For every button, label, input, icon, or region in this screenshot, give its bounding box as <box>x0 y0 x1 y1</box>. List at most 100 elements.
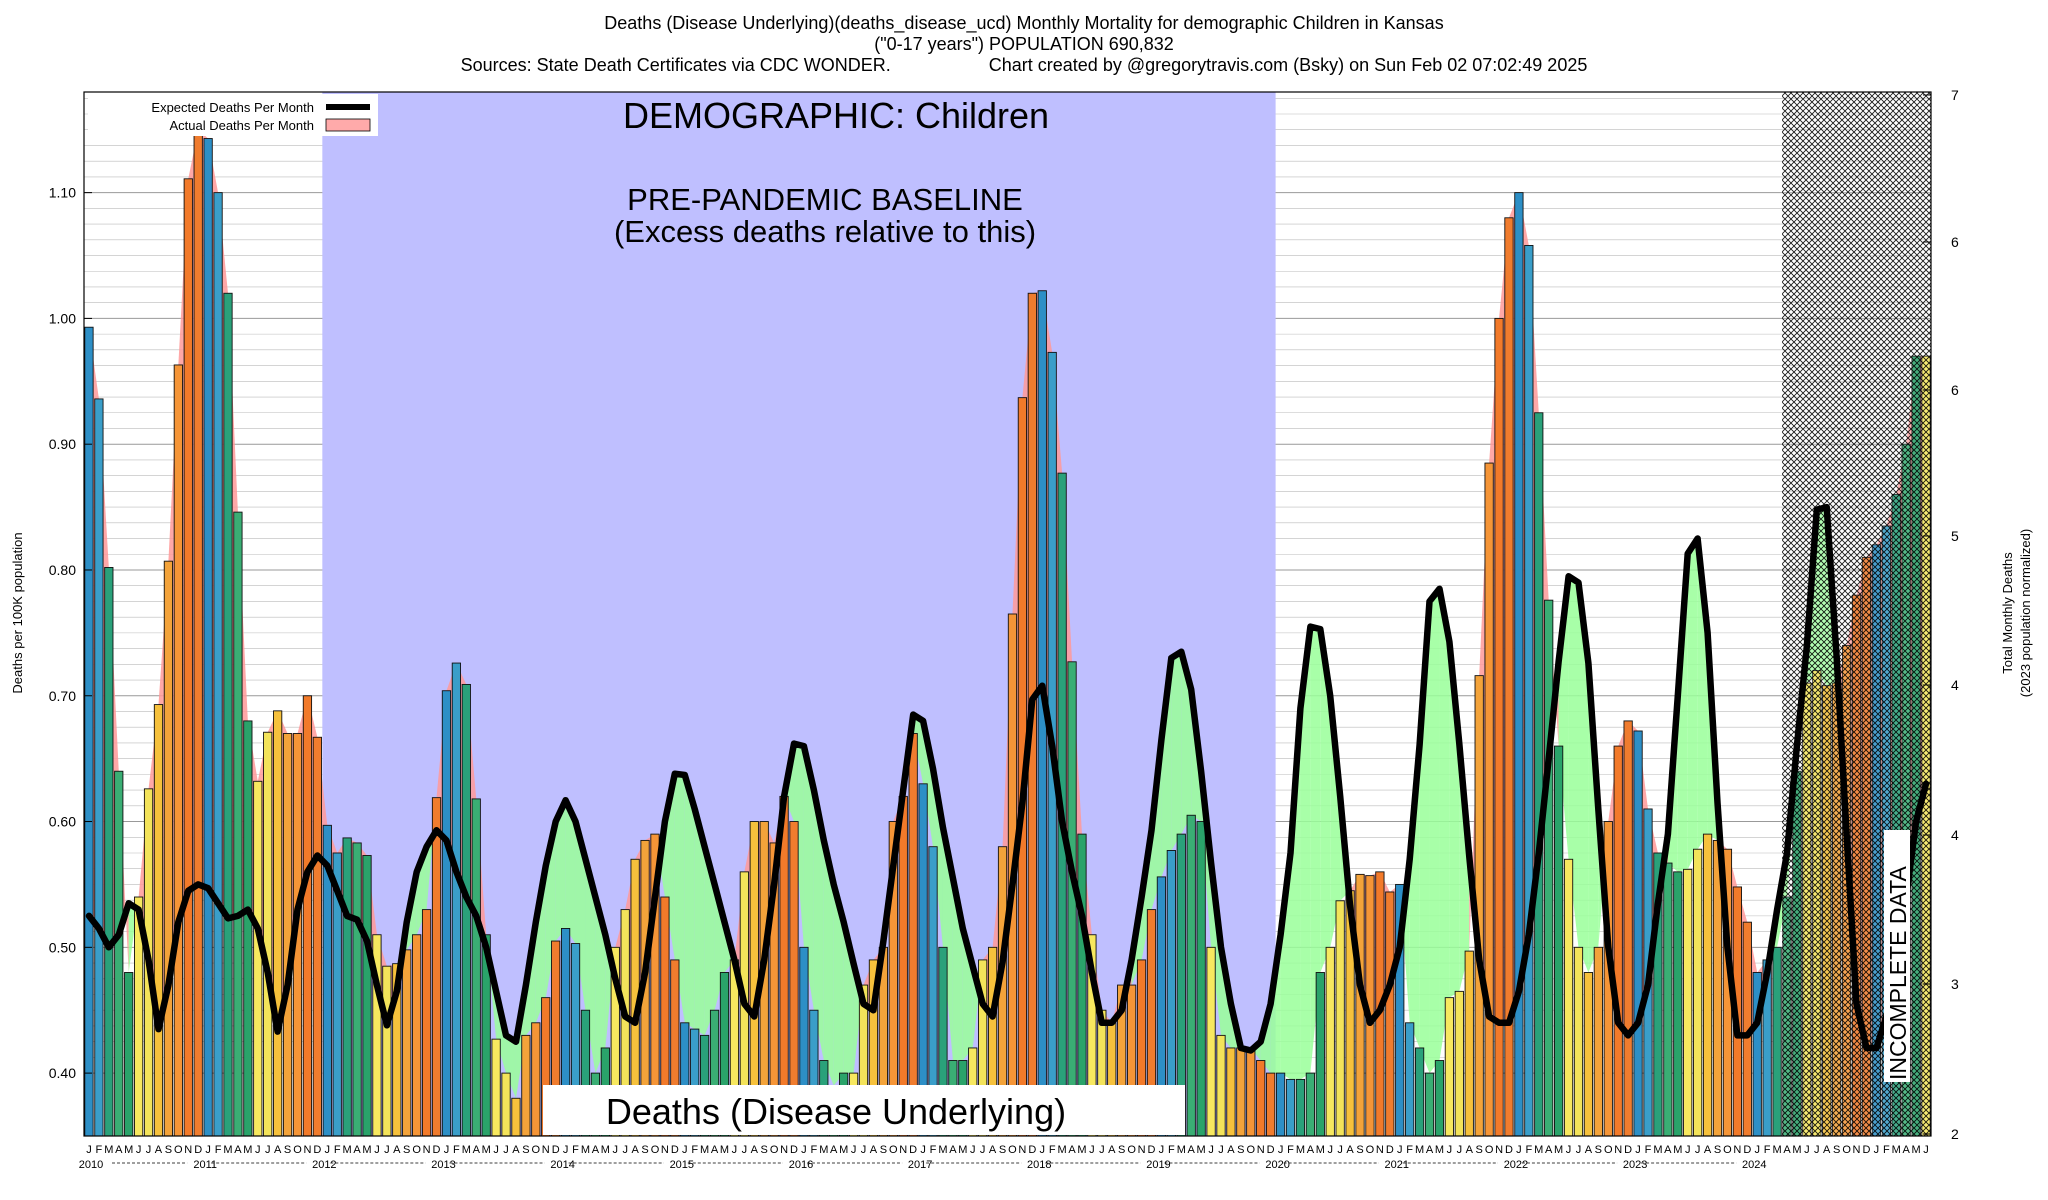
bar <box>471 798 481 1137</box>
month-label: N <box>1138 1144 1146 1156</box>
month-label: J <box>1516 1144 1522 1156</box>
sources-text: Sources: State Death Certificates via CD… <box>460 55 891 75</box>
month-label: A <box>592 1144 600 1156</box>
month-label: N <box>542 1144 550 1156</box>
year-label: 2011 <box>193 1159 217 1171</box>
bar <box>908 733 918 1137</box>
month-label: J <box>622 1144 628 1156</box>
month-label: M <box>958 1144 967 1156</box>
bar <box>163 560 174 1137</box>
month-label: J <box>1814 1144 1820 1156</box>
month-label: M <box>1415 1144 1424 1156</box>
legend-actual-label: Actual Deaths Per Month <box>169 118 314 133</box>
month-label: M <box>1197 1144 1206 1156</box>
ytick-label-right: 7 <box>1951 87 1959 103</box>
month-label: M <box>1296 1144 1305 1156</box>
month-label: A <box>870 1144 878 1156</box>
deficit-fill <box>555 800 566 942</box>
bar <box>1206 946 1216 1137</box>
month-label: F <box>572 1144 579 1156</box>
month-label: S <box>1595 1144 1602 1156</box>
year-label: 2018 <box>1027 1159 1051 1171</box>
bar <box>1573 946 1584 1137</box>
month-label: F <box>1645 1144 1652 1156</box>
month-label: A <box>1108 1144 1116 1156</box>
month-label: N <box>184 1144 192 1156</box>
bar <box>312 736 322 1137</box>
bottom-label: Deaths (Disease Underlying) <box>606 1091 1066 1132</box>
month-label: M <box>1435 1144 1444 1156</box>
month-label: J <box>563 1144 569 1156</box>
month-label: F <box>1168 1144 1175 1156</box>
month-label: M <box>1892 1144 1901 1156</box>
month-label: J <box>255 1144 261 1156</box>
month-label: N <box>1257 1144 1265 1156</box>
bar <box>1325 946 1335 1137</box>
month-label: D <box>1386 1144 1394 1156</box>
year-label: 2017 <box>908 1159 932 1171</box>
month-label: A <box>1664 1144 1672 1156</box>
bar <box>114 770 124 1137</box>
month-label: N <box>661 1144 669 1156</box>
month-label: S <box>1118 1144 1125 1156</box>
month-label: J <box>1635 1144 1641 1156</box>
month-label: J <box>1337 1144 1343 1156</box>
month-label: J <box>861 1144 867 1156</box>
month-label: J <box>970 1144 976 1156</box>
expected-line <box>85 503 1930 1054</box>
bar <box>302 695 313 1137</box>
bar <box>94 398 104 1137</box>
ytick-label-right: 5 <box>1951 528 1959 544</box>
bar <box>1295 1078 1306 1137</box>
bar <box>1424 1072 1435 1137</box>
month-label: M <box>343 1144 352 1156</box>
bar <box>1494 317 1504 1137</box>
month-label: D <box>313 1144 321 1156</box>
baseline-label-line2: (Excess deaths relative to this) <box>614 214 1036 249</box>
month-label: M <box>700 1144 709 1156</box>
bar <box>352 842 362 1137</box>
month-label: A <box>274 1144 282 1156</box>
chart-title-line2: ("0-17 years") POPULATION 690,832 <box>874 34 1174 54</box>
bar <box>511 1097 521 1137</box>
bar <box>1683 868 1693 1137</box>
year-label: 2024 <box>1742 1159 1766 1171</box>
month-label: F <box>810 1144 817 1156</box>
month-label: A <box>1188 1144 1196 1156</box>
deficit-fill <box>1280 852 1291 1080</box>
month-label: A <box>1346 1144 1354 1156</box>
bar <box>263 731 273 1137</box>
deficit-fill <box>595 897 606 1074</box>
deficit-fill <box>1439 588 1450 1061</box>
bar <box>1464 950 1474 1137</box>
month-label: J <box>146 1144 152 1156</box>
month-label: A <box>631 1144 639 1156</box>
deficit-fill <box>803 746 814 1011</box>
month-label: M <box>1653 1144 1662 1156</box>
month-label: N <box>899 1144 907 1156</box>
deficit-fill <box>1409 744 1420 1048</box>
month-label: F <box>215 1144 222 1156</box>
bottom-label-box <box>543 1085 1185 1135</box>
bar <box>1266 1072 1276 1137</box>
month-label: J <box>136 1144 142 1156</box>
bar <box>431 797 442 1137</box>
bar <box>1414 1047 1425 1137</box>
month-label: J <box>1923 1144 1929 1156</box>
deficit-fill <box>1330 695 1341 948</box>
ytick-label-right: 6 <box>1951 382 1959 398</box>
month-label: D <box>1505 1144 1513 1156</box>
bar <box>1226 1047 1236 1137</box>
month-label: M <box>1177 1144 1186 1156</box>
month-label: O <box>532 1144 541 1156</box>
deficit-fill <box>794 743 804 948</box>
bar <box>193 129 203 1137</box>
deficit-fill <box>1171 651 1182 851</box>
bar <box>1673 871 1683 1137</box>
bar <box>451 662 461 1137</box>
demographic-label: DEMOGRAPHIC: Children <box>623 95 1049 136</box>
deficit-fill <box>1320 629 1331 973</box>
month-label: F <box>930 1144 937 1156</box>
month-label: N <box>1853 1144 1861 1156</box>
